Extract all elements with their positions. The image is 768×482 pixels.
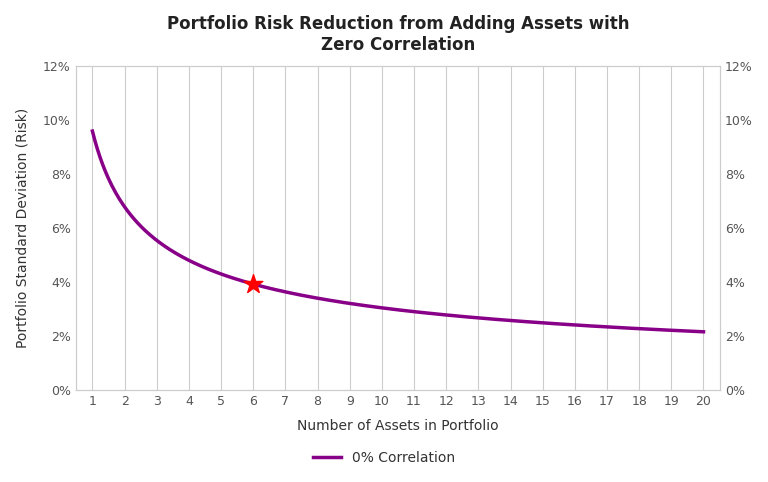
0% Correlation (452, 313, 461, 319)
Y-axis label: Portfolio Standard Deviation (Risk): Portfolio Standard Deviation (Risk) (15, 108, 29, 348)
0% Correlation (88, 128, 97, 134)
0% Correlation (382, 306, 391, 311)
X-axis label: Number of Assets in Portfolio: Number of Assets in Portfolio (297, 419, 498, 433)
Point (247, 280, 260, 288)
0% Correlation (378, 305, 387, 311)
Title: Portfolio Risk Reduction from Adding Assets with
Zero Correlation: Portfolio Risk Reduction from Adding Ass… (167, 15, 629, 54)
0% Correlation (588, 323, 598, 329)
Line: 0% Correlation: 0% Correlation (92, 131, 703, 332)
0% Correlation (699, 329, 708, 335)
Legend: 0% Correlation: 0% Correlation (307, 445, 461, 470)
0% Correlation (419, 310, 428, 316)
0% Correlation (684, 328, 694, 334)
